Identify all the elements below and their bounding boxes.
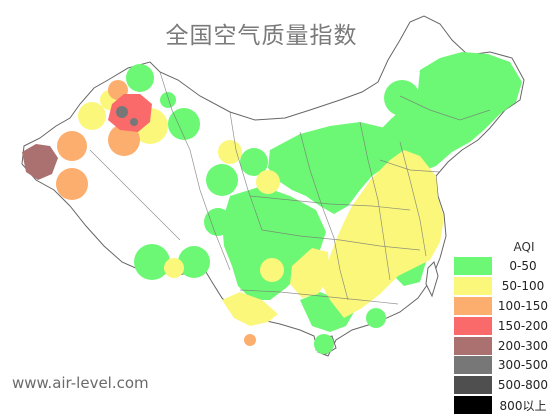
northeast-green-region bbox=[380, 52, 522, 172]
legend-swatch bbox=[454, 316, 492, 335]
legend-label: 150-200 bbox=[497, 318, 549, 333]
aqi-zone-very-unhealthy bbox=[22, 144, 58, 180]
green-spot bbox=[240, 148, 268, 176]
legend-label: 500-800 bbox=[497, 378, 549, 393]
yellow-spot bbox=[78, 102, 106, 130]
legend-label: 300-500 bbox=[497, 358, 549, 373]
green-spot bbox=[126, 64, 154, 92]
legend-item: 500-800 bbox=[454, 375, 554, 395]
yellow-spot bbox=[256, 170, 280, 194]
green-spot bbox=[366, 308, 386, 328]
legend-item: 150-200 bbox=[454, 316, 554, 336]
urumqi-red-region bbox=[108, 94, 152, 132]
orange-spot bbox=[57, 131, 87, 161]
legend-item: 100-150 bbox=[454, 296, 554, 316]
green-spot bbox=[160, 92, 176, 108]
legend-label: 100-150 bbox=[497, 298, 549, 313]
china-aqi-map bbox=[21, 15, 525, 357]
green-spot bbox=[390, 112, 418, 140]
site-watermark[interactable]: www.air-level.com bbox=[12, 374, 149, 392]
legend-label: 200-300 bbox=[497, 338, 549, 353]
central-yellow-region bbox=[290, 248, 330, 298]
north-central-green-region bbox=[268, 122, 402, 214]
green-spot bbox=[134, 244, 170, 280]
yellow-spot bbox=[218, 140, 242, 164]
kashgar-brown-region bbox=[22, 144, 58, 180]
legend-item: 200-300 bbox=[454, 336, 554, 356]
grey-spot bbox=[116, 106, 128, 118]
legend-swatch bbox=[454, 276, 492, 295]
legend-item: 0-50 bbox=[454, 256, 554, 276]
map-title: 全国空气质量指数 bbox=[165, 23, 358, 49]
southwest-yellow-region bbox=[222, 292, 278, 326]
orange-spot bbox=[56, 168, 88, 200]
province-boundaries bbox=[89, 71, 491, 305]
aqi-zone-hazardous bbox=[116, 106, 138, 126]
legend-item: 800以上 bbox=[454, 395, 554, 415]
orange-spot bbox=[108, 124, 140, 156]
yellow-spot bbox=[164, 258, 184, 278]
green-spot bbox=[168, 108, 200, 140]
legend-swatch bbox=[454, 296, 492, 315]
orange-spot bbox=[244, 334, 256, 346]
legend-swatch bbox=[454, 356, 492, 375]
yellow-spot bbox=[260, 258, 284, 282]
green-spot bbox=[204, 208, 232, 236]
legend-label: 800以上 bbox=[499, 398, 547, 413]
aqi-legend: AQI 0-50 50-100 100-150 150-200 200-300 … bbox=[454, 238, 554, 415]
taiwan-outline bbox=[425, 261, 439, 298]
green-spot bbox=[384, 80, 420, 116]
legend-label: 0-50 bbox=[509, 258, 537, 273]
legend-swatch bbox=[454, 376, 492, 395]
green-spot bbox=[206, 164, 238, 196]
legend-label: 50-100 bbox=[501, 278, 545, 293]
legend-swatch bbox=[454, 336, 492, 355]
legend-item: 50-100 bbox=[454, 276, 554, 296]
legend-item: 300-500 bbox=[454, 355, 554, 375]
green-spot bbox=[314, 334, 334, 354]
aqi-zone-unhealthy-sensitive bbox=[56, 80, 256, 346]
grey-spot bbox=[130, 118, 138, 126]
green-spot bbox=[178, 246, 210, 278]
aqi-zone-unhealthy bbox=[108, 94, 152, 132]
legend-swatch bbox=[454, 396, 492, 415]
legend-swatch bbox=[454, 256, 492, 275]
legend-title: AQI bbox=[513, 240, 535, 254]
